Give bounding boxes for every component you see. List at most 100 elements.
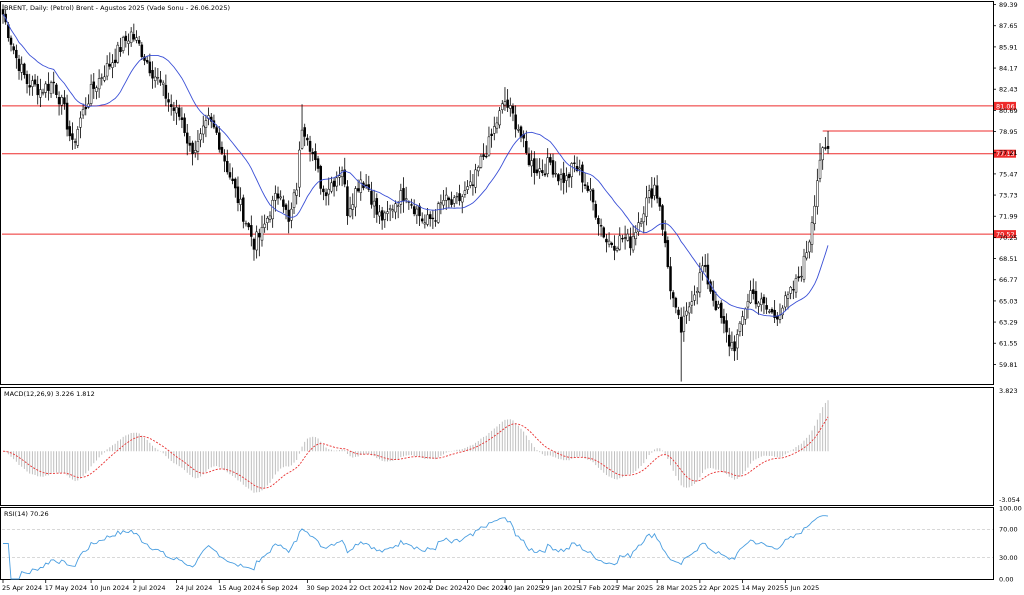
candle-body <box>260 227 264 241</box>
candle-body <box>386 211 389 214</box>
candle <box>805 240 808 261</box>
candle-body <box>749 290 752 304</box>
candle <box>244 220 248 227</box>
date-axis: 25 Apr 2024 17 May 2024 10 Jun 2024 2 Jul 2… <box>2 580 819 592</box>
candle-body <box>711 289 715 301</box>
candle-body <box>813 205 816 225</box>
candle-body <box>594 203 597 218</box>
price-tick-label: 59.81 <box>999 361 1018 369</box>
price-tick-label: 61.55 <box>999 340 1018 348</box>
candle <box>185 123 189 156</box>
candle <box>343 157 347 188</box>
candle-body <box>581 164 584 183</box>
candle <box>410 198 413 209</box>
candle-body <box>554 173 557 175</box>
candle-body <box>193 150 197 154</box>
date-tick-label: 12 Nov 2024 <box>389 584 431 592</box>
candle-body <box>514 114 517 130</box>
macd-tick-label: 3.823 <box>999 387 1018 395</box>
candle-body <box>770 309 774 313</box>
candle <box>792 280 795 300</box>
candle <box>813 195 816 231</box>
candle-body <box>714 300 718 310</box>
candle-body <box>55 84 58 95</box>
candle-body <box>589 188 592 192</box>
macd-layer: 3.823 -3.054 <box>2 387 1020 504</box>
candle <box>151 61 154 89</box>
candle <box>535 158 539 176</box>
candle-body <box>348 208 352 217</box>
rsi-line <box>3 515 829 580</box>
candle <box>647 184 651 204</box>
candle <box>175 99 178 125</box>
candle-body <box>634 232 638 239</box>
candle <box>396 200 400 219</box>
candle-body <box>169 104 173 107</box>
candle <box>671 290 675 308</box>
candle-body <box>744 308 747 320</box>
candle-body <box>674 297 678 308</box>
price-axis: 89.39 87.65 85.91 84.17 82.43 80.69 78.95 77.21… <box>993 1 1018 369</box>
candle-body <box>570 163 573 177</box>
candle-body <box>703 265 707 267</box>
candle-body <box>274 193 277 201</box>
candle <box>252 237 256 261</box>
candle-body <box>356 188 360 192</box>
candle-body <box>444 194 448 201</box>
candle <box>274 185 277 212</box>
candle <box>100 73 104 86</box>
candle-body <box>284 204 288 210</box>
candle-body <box>372 200 376 207</box>
candle-body <box>92 81 96 89</box>
candle <box>533 151 536 185</box>
candle <box>290 202 293 229</box>
candle <box>714 291 718 312</box>
candle <box>338 166 341 186</box>
candle-body <box>159 79 162 83</box>
level-label-2: 70.52 <box>996 231 1015 239</box>
candle-body <box>621 237 624 240</box>
candle-body <box>479 155 483 168</box>
candle <box>487 126 491 157</box>
candle-body <box>236 186 240 204</box>
candle-body <box>20 63 23 73</box>
date-tick-label: 10 Jan 2025 <box>504 584 543 592</box>
candle-body <box>455 195 459 198</box>
candle-body <box>482 154 485 157</box>
candle-body <box>258 232 261 238</box>
candle-body <box>188 142 192 146</box>
candle-body <box>351 204 355 210</box>
candle <box>485 145 488 159</box>
candle-body <box>420 218 424 222</box>
candle <box>97 69 101 98</box>
candle-body <box>663 231 667 244</box>
price-tick-label: 65.03 <box>999 297 1018 305</box>
candle-body <box>308 140 312 152</box>
candle <box>541 159 544 177</box>
candle-body <box>391 209 395 212</box>
candle-body <box>741 316 744 325</box>
candle-body <box>116 44 120 63</box>
candle-body <box>271 199 274 220</box>
candle-body <box>108 63 112 67</box>
candle-body <box>140 44 144 57</box>
candle <box>223 149 226 173</box>
candle-body <box>792 289 795 291</box>
candle-body <box>132 34 136 40</box>
candle <box>354 186 357 217</box>
candle <box>431 209 435 230</box>
rsi-tick-label: 30.00 <box>999 554 1018 562</box>
candle <box>663 220 667 248</box>
candle <box>597 215 600 236</box>
candle-body <box>218 132 221 150</box>
candle <box>738 321 742 337</box>
candle-body <box>121 37 125 51</box>
candle-body <box>602 227 605 238</box>
candle-body <box>506 99 509 108</box>
candle <box>298 141 301 198</box>
candle <box>153 67 157 88</box>
candle-body <box>332 180 336 187</box>
candle <box>316 155 320 173</box>
candle-body <box>762 296 766 304</box>
candle <box>442 190 445 210</box>
